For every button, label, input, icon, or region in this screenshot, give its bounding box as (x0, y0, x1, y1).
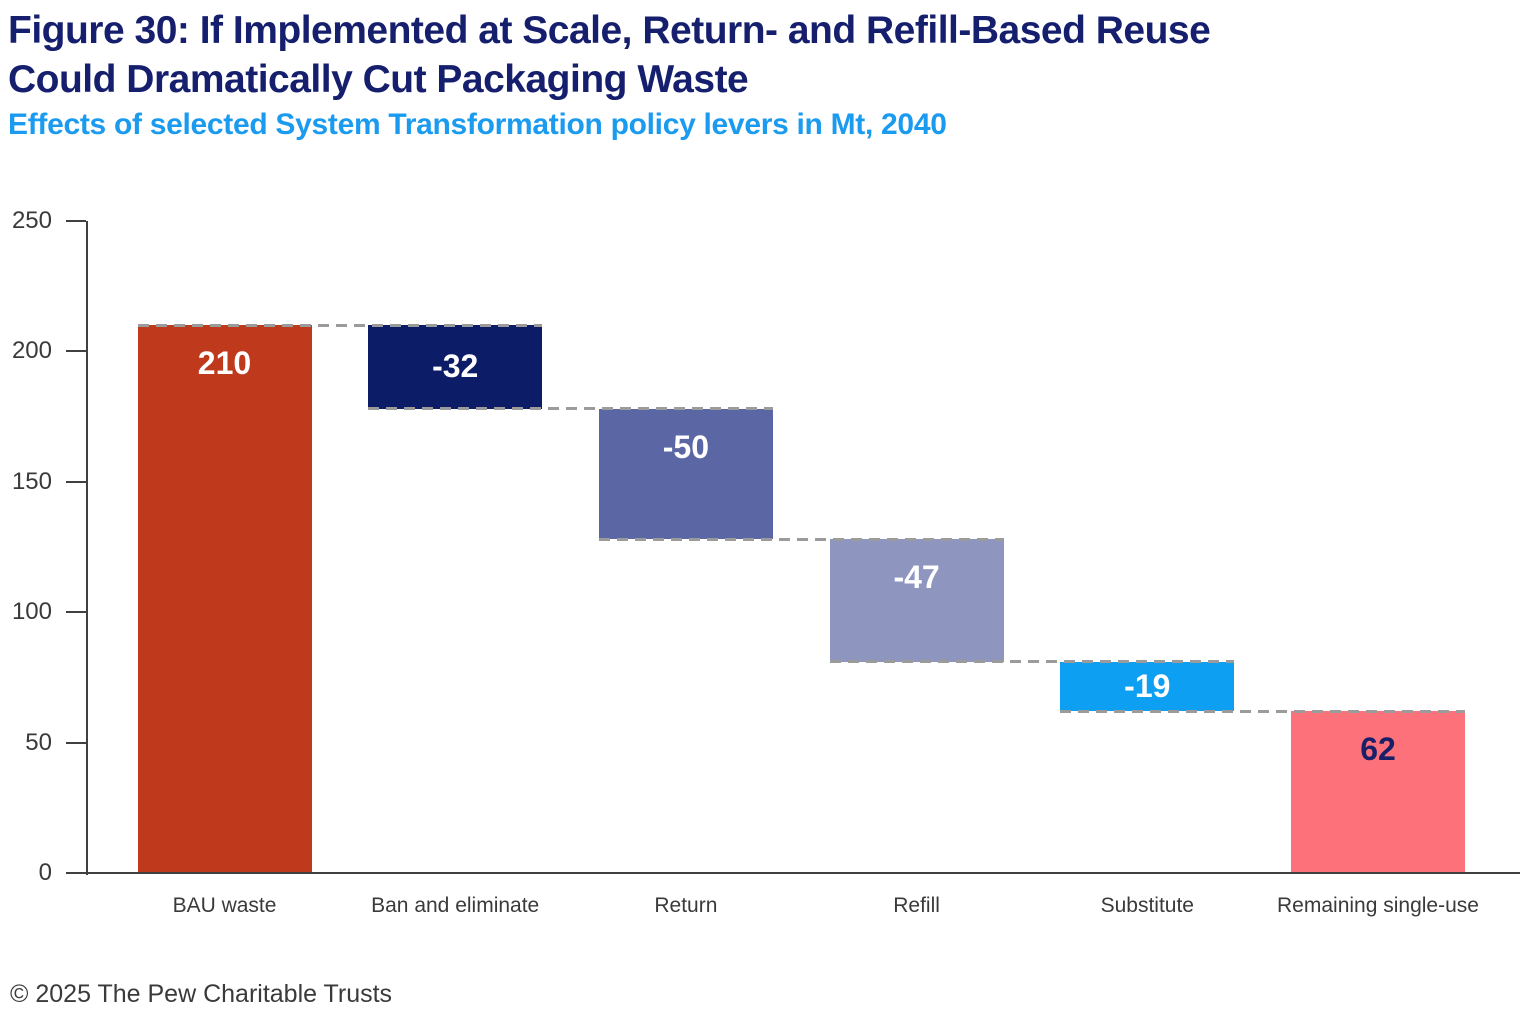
connector-line (368, 407, 773, 411)
bar-bau-waste (137, 325, 312, 873)
y-axis-tick-label: 200 (11, 337, 52, 365)
bar-refill (829, 539, 1004, 662)
x-axis-label: Substitute (1100, 894, 1194, 917)
copyright-text: © 2025 The Pew Charitable Trusts (10, 980, 393, 1008)
y-axis-tick-label: 0 (38, 859, 52, 886)
x-axis-label: BAU waste (172, 894, 277, 917)
bar-value-label: -19 (1124, 667, 1171, 704)
y-axis-tick (66, 611, 86, 614)
figure-title-line1: Figure 30: If Implemented at Scale, Retu… (8, 9, 1211, 52)
y-axis-tick-label: 50 (25, 728, 52, 756)
bar-value-label: 210 (197, 345, 252, 382)
y-axis-tick (66, 480, 86, 483)
x-axis-line (66, 872, 1520, 874)
x-axis-label: Refill (893, 894, 940, 917)
x-axis-label: Return (654, 894, 718, 917)
x-axis-label: Remaining single-use (1277, 894, 1479, 917)
figure-subtitle: Effects of selected System Transformatio… (8, 108, 947, 141)
bar-return (598, 408, 773, 540)
y-axis-tick-label: 250 (11, 207, 52, 234)
x-axis-label: Ban and eliminate (371, 894, 540, 917)
figure-title-line2: Could Dramatically Cut Packaging Waste (8, 58, 749, 101)
connector-line (829, 660, 1235, 664)
y-axis-tick (66, 872, 86, 874)
y-axis-tick (66, 741, 86, 744)
connector-line (1060, 709, 1465, 713)
y-axis-tick-label: 150 (11, 467, 52, 495)
bar-substitute (1060, 661, 1235, 712)
bar-value-label: -32 (432, 348, 479, 385)
bar-value-label: 62 (1360, 731, 1396, 768)
connector-line (598, 537, 1004, 541)
y-axis-tick (66, 220, 86, 222)
bar-remaining-single-use (1291, 711, 1465, 873)
bar-value-label: -47 (893, 559, 940, 596)
bar-value-label: -50 (662, 428, 710, 465)
y-axis-tick (66, 350, 86, 353)
connector-line (137, 323, 543, 327)
y-axis-tick-label: 100 (11, 598, 52, 626)
bar-ban-and-eliminate (368, 325, 543, 409)
figure-title: Figure 30: If Implemented at Scale, Retu… (8, 6, 1211, 104)
y-axis-line (86, 221, 88, 875)
